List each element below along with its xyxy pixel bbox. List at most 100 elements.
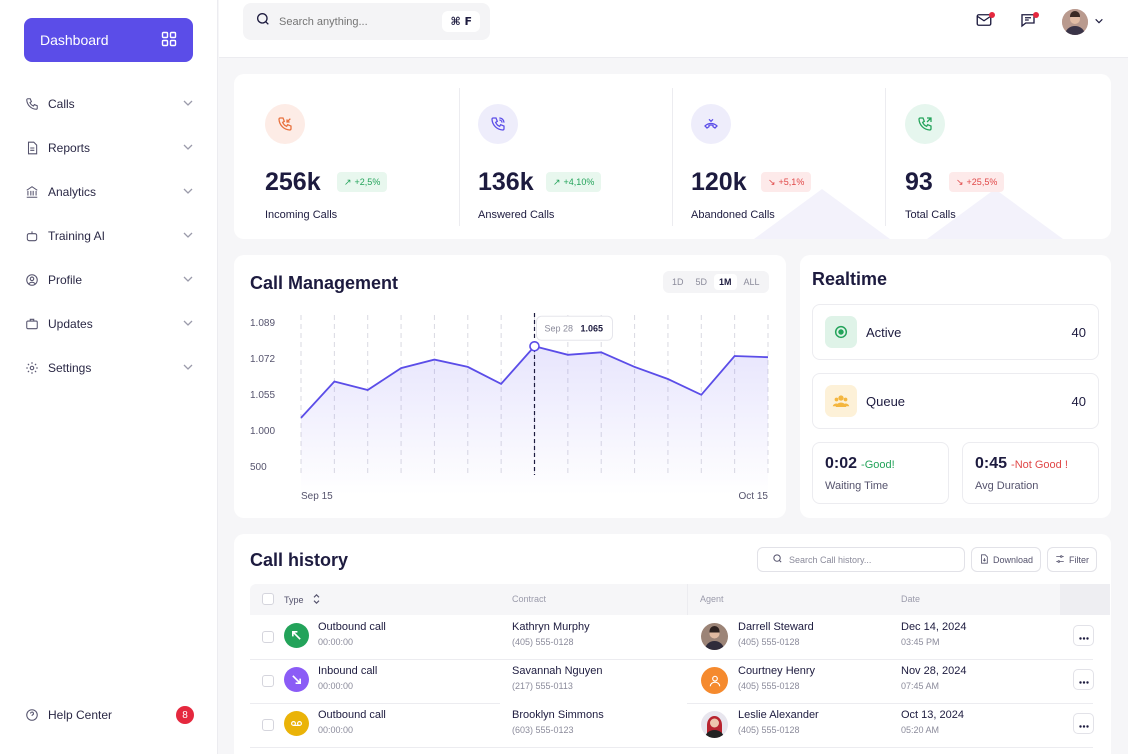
kpi-change-badge: ↘ +5,1%: [761, 172, 812, 192]
grid-icon: [161, 31, 177, 50]
kpi-label: Answered Calls: [478, 209, 555, 221]
call-date: Nov 28, 2024: [901, 665, 967, 677]
sidebar-item-calls[interactable]: Calls: [24, 82, 194, 126]
dashboard-button[interactable]: Dashboard: [24, 18, 193, 62]
y-tick-label: 1.072: [250, 354, 275, 365]
bank-icon: [24, 184, 40, 200]
range-option[interactable]: 1D: [672, 277, 684, 287]
voicemail-icon: [284, 711, 309, 736]
realtime-card: Realtime Active 40 Queue 40 0:02 -Good! W…: [800, 255, 1111, 518]
row-more-button[interactable]: [1073, 669, 1094, 690]
table-row[interactable]: Outbound call 00:00:00 Kathryn Murphy (4…: [250, 615, 1110, 659]
kpi-panel: 256k ↗ +2,5% Incoming Calls 136k ↗ +4,10% …: [234, 74, 1111, 239]
range-option[interactable]: 1M: [714, 274, 737, 290]
kpi-value: 256k: [265, 168, 321, 196]
phone-icon: [24, 96, 40, 112]
contact-phone: (405) 555-0128: [512, 637, 574, 647]
x-tick-label: Oct 15: [739, 491, 769, 502]
sidebar-item-training-ai[interactable]: Training AI: [24, 214, 194, 258]
kpi-abandoned-calls: 120k ↘ +5,1% Abandoned Calls: [660, 88, 873, 226]
robot-icon: [24, 228, 40, 244]
call-type: Inbound call: [318, 665, 378, 677]
agent-avatar-user-icon: [701, 667, 728, 694]
kpi-label: Incoming Calls: [265, 209, 338, 221]
kpi-incoming-calls: 256k ↗ +2,5% Incoming Calls: [234, 88, 447, 226]
kpi-value: 136k: [478, 168, 534, 196]
outbound-call-icon: [284, 623, 309, 648]
notification-badge: 8: [176, 706, 194, 724]
waiting-time-value: 0:02: [825, 455, 858, 472]
row-checkbox[interactable]: [262, 631, 274, 643]
sidebar-item-label: Settings: [48, 361, 92, 375]
contact-name: Brooklyn Simmons: [512, 709, 604, 721]
filter-icon: [1055, 554, 1065, 566]
contact-name: Savannah Nguyen: [512, 665, 603, 677]
sidebar-item-reports[interactable]: Reports: [24, 126, 194, 170]
waiting-time-card: 0:02 -Good! Waiting Time: [812, 442, 949, 504]
row-more-button[interactable]: [1073, 625, 1094, 646]
call-type: Outbound call: [318, 709, 386, 721]
row-more-button[interactable]: [1073, 713, 1094, 734]
help-center-link[interactable]: Help Center 8: [24, 703, 194, 727]
divider: [250, 703, 500, 704]
sidebar-item-settings[interactable]: Settings: [24, 346, 194, 390]
table-row[interactable]: Inbound call 00:00:00 Savannah Nguyen (2…: [250, 659, 1110, 703]
sidebar-item-analytics[interactable]: Analytics: [24, 170, 194, 214]
x-tick-label: Sep 15: [301, 491, 333, 502]
kpi-change-badge: ↗ +2,5%: [337, 172, 388, 192]
sidebar-item-label: Analytics: [48, 185, 97, 199]
kpi-label: Abandoned Calls: [691, 209, 775, 221]
gear-icon: [24, 360, 40, 376]
mail-button[interactable]: [974, 8, 995, 36]
row-checkbox[interactable]: [262, 675, 274, 687]
waiting-status: -Good!: [861, 459, 895, 471]
column-header-type[interactable]: Type: [284, 594, 321, 606]
select-all-checkbox[interactable]: [262, 593, 274, 605]
active-icon: [825, 316, 857, 348]
user-menu[interactable]: [1062, 9, 1104, 35]
range-option[interactable]: ALL: [743, 277, 760, 287]
global-search[interactable]: ⌘ F: [243, 3, 490, 40]
table-row[interactable]: Outbound call 00:00:00 Brooklyn Simmons …: [250, 703, 1110, 747]
chevron-down-icon: [1094, 13, 1104, 31]
answered-call-icon: [478, 104, 518, 144]
call-management-chart[interactable]: 1.089 1.072 1.055 1.000 500 Sep 28 1.065 Sep…: [234, 255, 786, 518]
incoming-call-icon: [265, 104, 305, 144]
kpi-total-calls: 93 ↘ +25,5% Total Calls: [874, 88, 1087, 226]
sidebar-item-updates[interactable]: Updates: [24, 302, 194, 346]
column-header-date: Date: [901, 594, 921, 604]
chevron-down-icon: [182, 185, 194, 200]
agent-name: Courtney Henry: [738, 665, 816, 677]
realtime-active-row[interactable]: Active 40: [812, 304, 1099, 360]
contact-phone: (217) 555-0113: [512, 681, 573, 691]
agent-avatar: [701, 623, 728, 650]
realtime-label: Active: [866, 324, 902, 340]
y-tick-label: 1.089: [250, 318, 275, 329]
trend-down-icon: ↘: [768, 176, 776, 187]
kpi-answered-calls: 136k ↗ +4,10% Answered Calls: [447, 88, 660, 226]
chart-highlight-point[interactable]: [529, 340, 540, 352]
queue-users-icon: [825, 385, 857, 417]
realtime-queue-row[interactable]: Queue 40: [812, 373, 1099, 429]
dashboard-label: Dashboard: [40, 32, 109, 48]
y-tick-label: 1.055: [250, 390, 275, 401]
chat-icon: [1019, 11, 1037, 34]
divider: [687, 584, 688, 615]
file-download-icon: [979, 553, 989, 566]
search-input[interactable]: [279, 15, 443, 28]
avg-duration-status: -Not Good !: [1011, 459, 1068, 471]
help-center-label: Help Center: [48, 708, 113, 722]
divider: [687, 703, 1093, 704]
row-checkbox[interactable]: [262, 719, 274, 731]
download-button[interactable]: Download: [971, 547, 1042, 572]
call-duration: 00:00:00: [318, 725, 354, 735]
sidebar-item-profile[interactable]: Profile: [24, 258, 194, 302]
search-placeholder: Search Call history...: [789, 554, 872, 565]
call-history-search[interactable]: Search Call history...: [757, 547, 965, 572]
range-option[interactable]: 5D: [695, 277, 708, 287]
filter-button[interactable]: Filter: [1047, 547, 1097, 572]
document-icon: [24, 140, 40, 156]
messages-button[interactable]: [1018, 8, 1039, 36]
realtime-title: Realtime: [812, 269, 888, 289]
actions-header: [1060, 584, 1110, 615]
